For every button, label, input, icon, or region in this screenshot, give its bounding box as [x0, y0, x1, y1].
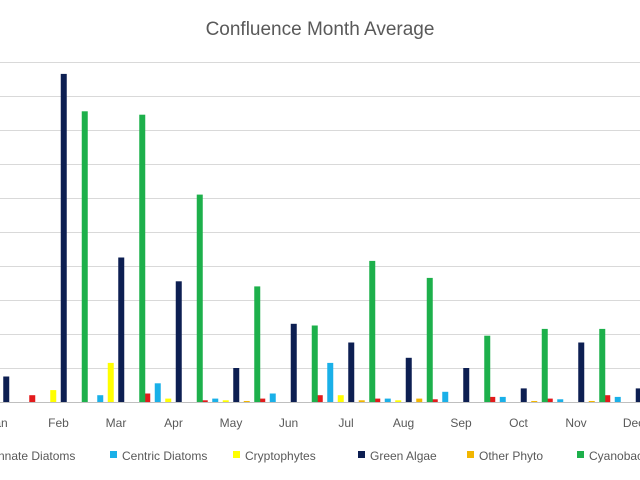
x-tick-label-apr: Apr	[164, 416, 183, 430]
bar-green-algae-jul	[348, 342, 355, 402]
x-tick-label-mar: Mar	[106, 416, 127, 430]
bar-centric-diatoms-aug	[384, 398, 391, 402]
bar-cyanobacteria-aug	[426, 277, 433, 402]
bar-centric-diatoms-sep	[442, 391, 449, 402]
bar-cryptophytes-jul	[337, 395, 344, 402]
bar-other-phyto-jul	[358, 400, 365, 402]
x-tick-label-feb: Feb	[48, 416, 69, 430]
x-tick-label-dec: Dec	[623, 416, 640, 430]
bar-green-algae-jan	[3, 376, 10, 402]
bar-pinnate-diatoms-feb	[29, 395, 36, 402]
legend-swatch-green-algae	[358, 451, 365, 458]
bar-pinnate-diatoms-nov	[546, 398, 553, 402]
legend-swatch-cyanobacteria	[577, 451, 584, 458]
chart-title: Confluence Month Average	[206, 19, 435, 40]
bar-green-algae-jun	[290, 323, 297, 402]
bar-centric-diatoms-jul	[327, 362, 334, 402]
bar-other-phyto-may	[243, 400, 250, 402]
bar-other-phyto-oct	[531, 400, 538, 402]
bar-pinnate-diatoms-aug	[374, 398, 381, 402]
bar-green-algae-dec	[635, 388, 640, 402]
x-tick-label-sep: Sep	[450, 416, 472, 430]
gridlines	[0, 62, 640, 403]
bar-cyanobacteria-jun	[311, 325, 318, 402]
bar-green-algae-nov	[578, 342, 585, 402]
legend-label-cryptophytes: Cryptophytes	[245, 449, 316, 463]
bar-centric-diatoms-mar	[97, 395, 104, 402]
bar-green-algae-apr	[175, 281, 182, 402]
bar-green-algae-may	[233, 368, 240, 402]
bar-cyanobacteria-nov	[599, 328, 606, 402]
bar-cyanobacteria-sep	[484, 335, 491, 402]
bar-cryptophytes-feb	[50, 390, 57, 402]
bar-cryptophytes-mar	[107, 362, 114, 402]
bar-other-phyto-nov	[588, 400, 595, 402]
bar-green-algae-sep	[463, 368, 470, 402]
x-tick-label-jun: Jun	[279, 416, 298, 430]
bar-cryptophytes-may	[222, 400, 229, 402]
bar-pinnate-diatoms-dec	[604, 395, 611, 402]
bar-centric-diatoms-may	[212, 398, 219, 402]
legend-label-centric-diatoms: Centric Diatoms	[122, 449, 207, 463]
bar-pinnate-diatoms-oct	[489, 396, 496, 402]
x-axis-tick-labels: an Feb Mar Apr May Jun Jul Aug Sep Oct Nov Dec	[0, 416, 640, 430]
x-tick-label-jul: Jul	[338, 416, 353, 430]
x-tick-label-aug: Aug	[393, 416, 414, 430]
bar-green-algae-feb	[60, 73, 67, 403]
legend-swatch-other-phyto	[467, 451, 474, 458]
bar-cyanobacteria-apr	[196, 194, 203, 402]
bars	[3, 73, 640, 403]
bar-pinnate-diatoms-sep	[431, 399, 438, 402]
legend-swatch-centric-diatoms	[110, 451, 117, 458]
bar-green-algae-aug	[405, 357, 412, 402]
x-tick-label-oct: Oct	[509, 416, 528, 430]
bar-cyanobacteria-oct	[541, 328, 548, 402]
bar-pinnate-diatoms-may	[201, 400, 208, 402]
legend-label-cyanobacteria: Cyanobac	[589, 449, 640, 463]
bar-centric-diatoms-dec	[614, 396, 621, 402]
x-tick-label-nov: Nov	[565, 416, 586, 430]
legend-label-pinnate-diatoms: nnate Diatoms	[0, 449, 75, 463]
legend-label-green-algae: Green Algae	[370, 449, 437, 463]
bar-cyanobacteria-mar	[139, 114, 146, 402]
bar-pinnate-diatoms-jun	[259, 398, 266, 402]
bar-centric-diatoms-apr	[154, 383, 161, 402]
bar-green-algae-mar	[118, 257, 125, 402]
bar-green-algae-oct	[520, 388, 527, 402]
x-tick-label-jan: an	[0, 416, 8, 430]
x-tick-label-may: May	[220, 416, 243, 430]
bar-cyanobacteria-may	[254, 286, 261, 402]
bar-centric-diatoms-jun	[269, 393, 276, 402]
bar-cyanobacteria-jul	[369, 260, 376, 402]
bar-cyanobacteria-feb	[81, 111, 88, 403]
bar-centric-diatoms-nov	[557, 399, 564, 402]
legend: nnate Diatoms Centric Diatoms Cryptophytes…	[0, 449, 640, 463]
legend-swatch-cryptophytes	[233, 451, 240, 458]
bar-other-phyto-aug	[416, 398, 423, 402]
bar-centric-diatoms-oct	[499, 396, 506, 402]
bar-pinnate-diatoms-apr	[144, 393, 151, 402]
legend-label-other-phyto: Other Phyto	[479, 449, 543, 463]
bar-pinnate-diatoms-jul	[316, 395, 323, 402]
bar-cryptophytes-aug	[395, 400, 402, 402]
bar-cryptophytes-apr	[165, 398, 172, 402]
